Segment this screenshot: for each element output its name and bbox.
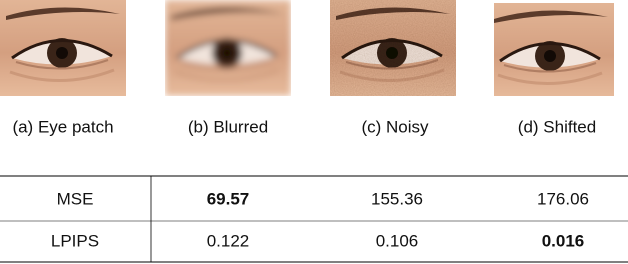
table-cell: 0.016 xyxy=(542,231,585,250)
table-cell: 0.122 xyxy=(207,231,250,250)
row-label: MSE xyxy=(57,189,94,208)
eye-image xyxy=(330,0,456,96)
caption: (d) Shifted xyxy=(518,117,596,136)
table-cell: 0.106 xyxy=(376,231,419,250)
caption: (c) Noisy xyxy=(361,117,429,136)
table-cell: 69.57 xyxy=(207,189,250,208)
caption: (a) Eye patch xyxy=(12,117,113,136)
eye-image xyxy=(0,0,126,96)
eye-image xyxy=(488,3,614,99)
table-cell: 155.36 xyxy=(371,189,423,208)
caption: (b) Blurred xyxy=(188,117,268,136)
figure: (a) Eye patch (b) Blurred (c) Noisy (d) Shi… xyxy=(0,0,628,264)
figure-canvas: (a) Eye patch (b) Blurred (c) Noisy (d) Shi… xyxy=(0,0,628,264)
table-cell: 176.06 xyxy=(537,189,589,208)
row-label: LPIPS xyxy=(51,231,99,250)
eye-image xyxy=(165,0,291,96)
